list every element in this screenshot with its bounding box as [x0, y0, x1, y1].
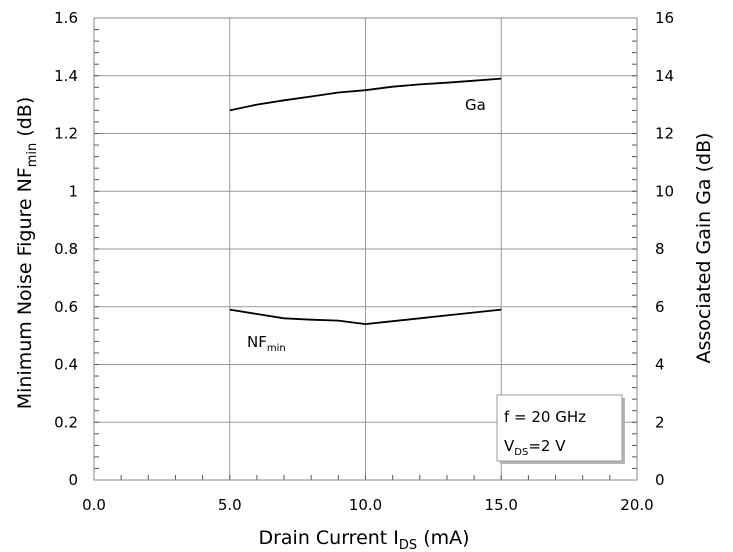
- y-left-tick-label: 1: [68, 182, 78, 200]
- condition-frequency: f = 20 GHz: [504, 408, 586, 426]
- y-axis-right-title: Associated Gain Ga (dB): [693, 132, 715, 363]
- plot-frame: [93, 17, 638, 481]
- y-left-tick-label: 1.2: [54, 125, 78, 143]
- condition-vds-sub: DS: [514, 447, 528, 458]
- y-right-tick-label: 10: [655, 182, 674, 200]
- y-left-tick-label: 0: [68, 471, 78, 489]
- condition-vds-rest: =2 V: [528, 437, 566, 455]
- y-axis-left-title-sub: min: [25, 143, 40, 168]
- x-axis-title-unit: (mA): [417, 527, 469, 549]
- y-right-tick-label: 2: [655, 413, 665, 431]
- y-left-tick-label: 0.4: [54, 356, 78, 374]
- condition-vds-main: V: [504, 437, 515, 455]
- y-axis-left-title-unit: (dB): [14, 97, 36, 143]
- condition-vds: VDS=2 V: [504, 437, 566, 458]
- y-right-tick-label: 0: [655, 471, 665, 489]
- y-right-tick-label: 8: [655, 240, 665, 258]
- nfmin-label-sub: min: [267, 343, 286, 354]
- x-tick-labels: 0.0 5.0 10.0 15.0 20.0: [82, 496, 654, 514]
- series-label-nfmin: NFmin: [247, 333, 286, 354]
- y-right-tick-label: 4: [655, 356, 665, 374]
- y-right-tick-label: 14: [655, 67, 674, 85]
- y-left-tick-label: 0.8: [54, 240, 78, 258]
- x-axis-title-main: Drain Current I: [258, 527, 398, 549]
- x-axis-title: Drain Current IDS (mA): [258, 527, 469, 552]
- x-tick-label: 10.0: [349, 496, 382, 514]
- y-left-tick-label: 1.4: [54, 67, 78, 85]
- series-lines: [229, 77, 502, 326]
- minor-ticks: [93, 17, 638, 481]
- x-tick-label: 5.0: [218, 496, 242, 514]
- grid-lines: [94, 18, 637, 480]
- series-label-ga: Ga: [465, 96, 486, 114]
- y-right-tick-label: 6: [655, 298, 665, 316]
- series-line-ga: [229, 77, 502, 112]
- y-right-tick-label: 12: [655, 125, 674, 143]
- series-line-nfmin: [229, 308, 502, 326]
- y-right-tick-labels: 0 2 4 6 8 10 12 14 16: [655, 9, 674, 489]
- x-axis-title-sub: DS: [399, 538, 417, 552]
- y-left-tick-label: 0.2: [54, 413, 78, 431]
- nfmin-label-main: NF: [247, 333, 267, 351]
- y-axis-left-title-main: Minimum Noise Figure NF: [14, 167, 36, 409]
- y-axis-left-title: Minimum Noise Figure NFmin (dB): [14, 97, 40, 410]
- conditions-box: f = 20 GHz VDS=2 V: [496, 394, 625, 464]
- y-left-tick-labels: 0 0.2 0.4 0.6 0.8 1 1.2 1.4 1.6: [54, 9, 78, 489]
- x-tick-label: 0.0: [82, 496, 106, 514]
- y-left-tick-label: 1.6: [54, 9, 78, 27]
- x-tick-label: 20.0: [620, 496, 653, 514]
- x-tick-label: 15.0: [485, 496, 518, 514]
- y-left-tick-label: 0.6: [54, 298, 78, 316]
- y-right-tick-label: 16: [655, 9, 674, 27]
- conditions-box-frame: [496, 394, 623, 462]
